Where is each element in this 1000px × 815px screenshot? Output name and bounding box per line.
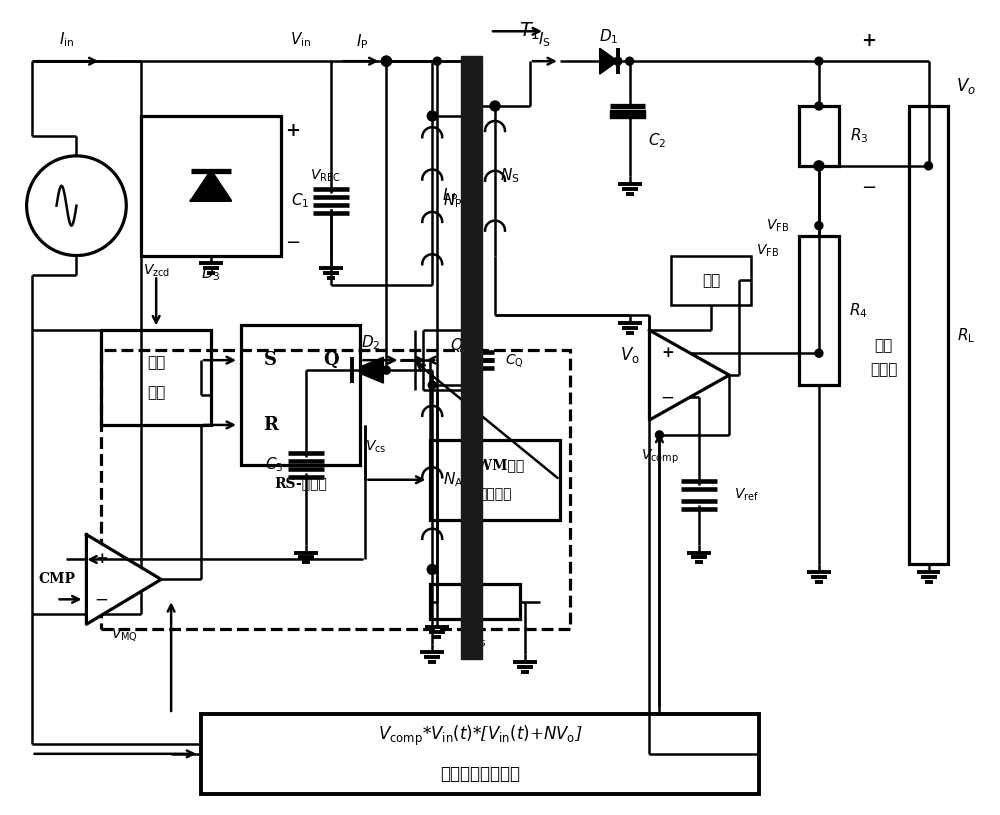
Text: $R_\mathrm{L}$: $R_\mathrm{L}$: [957, 326, 976, 345]
Circle shape: [428, 381, 436, 389]
Text: 放大器: 放大器: [870, 363, 897, 377]
Text: $C_\mathrm{Q}$: $C_\mathrm{Q}$: [505, 351, 524, 368]
Text: $I_\mathrm{P}$: $I_\mathrm{P}$: [356, 32, 369, 51]
Text: Q: Q: [323, 351, 338, 369]
Text: $T_1$: $T_1$: [519, 20, 541, 42]
Text: $V_\mathrm{cs}$: $V_\mathrm{cs}$: [365, 438, 386, 455]
Text: $V_\mathrm{o}$: $V_\mathrm{o}$: [620, 346, 640, 365]
Text: $I_\mathrm{in}$: $I_\mathrm{in}$: [59, 30, 74, 49]
Bar: [610, 110, 645, 118]
Circle shape: [381, 56, 391, 66]
Text: $V_\mathrm{zcd}$: $V_\mathrm{zcd}$: [143, 262, 170, 279]
Text: $V_\mathrm{comp}$*$V_\mathrm{in}(t)$*[$V_\mathrm{in}(t)$+$NV_\mathrm{o}$]: $V_\mathrm{comp}$*$V_\mathrm{in}(t)$*[$V…: [378, 724, 583, 748]
Text: $C_3$: $C_3$: [265, 456, 283, 474]
Text: $Q_1$: $Q_1$: [450, 336, 470, 355]
Text: R: R: [263, 416, 278, 434]
Text: 产生电路: 产生电路: [478, 487, 512, 502]
Text: $C_2$: $C_2$: [648, 131, 667, 150]
Circle shape: [381, 56, 391, 66]
Polygon shape: [649, 330, 729, 420]
Bar: [909, 106, 948, 565]
Text: 峰值包络运算电路: 峰值包络运算电路: [440, 764, 520, 782]
Circle shape: [815, 222, 823, 230]
Text: $V_\mathrm{comp}$: $V_\mathrm{comp}$: [641, 447, 678, 466]
Text: 过零: 过零: [147, 355, 165, 371]
Text: $-$: $-$: [861, 177, 876, 195]
Text: +: +: [861, 33, 876, 51]
Text: +: +: [661, 346, 674, 360]
Bar: [461, 56, 482, 659]
Bar: [430, 440, 560, 520]
Text: $V_o$: $V_o$: [956, 76, 976, 96]
Text: $V_\mathrm{in}$: $V_\mathrm{in}$: [290, 30, 311, 49]
Text: $N_\mathrm{P}$: $N_\mathrm{P}$: [443, 192, 463, 210]
Text: +: +: [285, 122, 300, 140]
Text: $-$: $-$: [94, 591, 108, 608]
Bar: [799, 236, 839, 385]
Polygon shape: [352, 357, 383, 383]
Circle shape: [815, 57, 823, 65]
Polygon shape: [191, 171, 231, 200]
Text: $R_3$: $R_3$: [850, 126, 868, 145]
Bar: [430, 584, 520, 619]
Circle shape: [427, 565, 437, 575]
Text: $D_2$: $D_2$: [361, 333, 380, 351]
Text: $N_\mathrm{S}$: $N_\mathrm{S}$: [500, 166, 520, 185]
Circle shape: [925, 162, 933, 170]
Text: 补偿: 补偿: [702, 273, 720, 288]
Text: $V_\mathrm{ref}$: $V_\mathrm{ref}$: [734, 487, 759, 503]
Circle shape: [428, 112, 436, 120]
Circle shape: [815, 102, 823, 110]
Text: $R_4$: $R_4$: [849, 301, 868, 319]
Text: $D_3$: $D_3$: [201, 264, 221, 283]
Text: $-$: $-$: [660, 389, 675, 406]
Text: $V_\mathrm{MQ}$: $V_\mathrm{MQ}$: [111, 626, 138, 643]
Text: $V_\mathrm{FB}$: $V_\mathrm{FB}$: [766, 218, 789, 234]
Text: $I_\mathrm{S}$: $I_\mathrm{S}$: [538, 30, 551, 49]
Circle shape: [814, 161, 824, 171]
Bar: [671, 256, 751, 306]
Text: 误差: 误差: [875, 337, 893, 353]
Text: $V_\mathrm{REC}$: $V_\mathrm{REC}$: [310, 168, 341, 184]
Bar: [141, 116, 281, 256]
Circle shape: [433, 57, 441, 65]
Circle shape: [626, 57, 634, 65]
Text: RS-触发器: RS-触发器: [274, 476, 327, 490]
Bar: [201, 714, 759, 794]
Text: $R_\mathrm{cs}$: $R_\mathrm{cs}$: [463, 630, 487, 649]
Bar: [241, 325, 360, 465]
Circle shape: [815, 349, 823, 357]
Text: CMP: CMP: [38, 572, 75, 587]
Text: $D_1$: $D_1$: [599, 27, 618, 46]
Circle shape: [490, 101, 500, 111]
Text: $V_\mathrm{FB}$: $V_\mathrm{FB}$: [756, 242, 779, 258]
Polygon shape: [600, 48, 618, 74]
Text: PWM脉冲: PWM脉冲: [466, 458, 524, 472]
Bar: [799, 106, 839, 165]
Bar: [101, 350, 570, 629]
Text: $N_\mathrm{A}$: $N_\mathrm{A}$: [443, 470, 463, 489]
Circle shape: [655, 431, 663, 439]
Text: +: +: [95, 553, 108, 566]
Text: $-$: $-$: [285, 231, 300, 249]
Text: $L_\mathrm{P}$: $L_\mathrm{P}$: [442, 187, 458, 205]
Text: S: S: [264, 351, 277, 369]
Circle shape: [427, 111, 437, 121]
Polygon shape: [86, 535, 161, 624]
Circle shape: [382, 366, 390, 374]
Text: $C_1$: $C_1$: [291, 192, 310, 210]
Text: 检测: 检测: [147, 385, 165, 400]
Circle shape: [614, 57, 622, 65]
Bar: [101, 330, 211, 425]
